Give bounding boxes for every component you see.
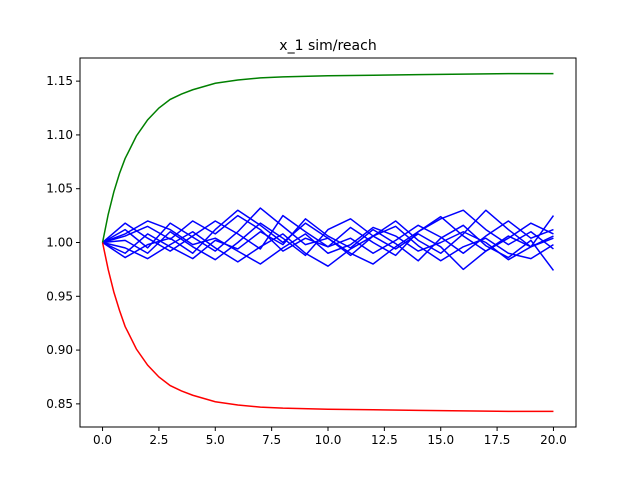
y-tick-label: 1.00 (46, 236, 73, 250)
x-tick-label: 5.0 (206, 433, 225, 447)
plot-frame (79, 57, 577, 428)
y-tick-label: 1.05 (46, 182, 73, 196)
y-tick-label: 0.85 (46, 397, 73, 411)
upper-bound-line (101, 72, 554, 243)
y-tick-label: 0.90 (46, 343, 73, 357)
x-tick-label: 12.5 (371, 433, 398, 447)
x-tick-label: 17.5 (484, 433, 511, 447)
x-tick-label: 20.0 (540, 433, 567, 447)
plot-area (101, 72, 555, 413)
chart-title: x_1 sim/reach (279, 38, 376, 54)
x-tick-label: 7.5 (262, 433, 281, 447)
y-axis: 0.85 0.90 0.95 1.00 1.05 1.10 1.15 (46, 74, 80, 411)
simulation-line-7 (102, 209, 554, 265)
y-tick-label: 1.10 (46, 128, 73, 142)
simulation-line-8 (102, 220, 554, 265)
y-tick-label: 0.95 (46, 289, 73, 303)
lower-bound-line (101, 242, 554, 413)
simulation-line-5 (102, 214, 554, 255)
y-tick-label: 1.15 (46, 74, 73, 88)
x-tick-label: 10.0 (315, 433, 342, 447)
simulation-line-6 (102, 218, 554, 271)
x-tick-label: 2.5 (149, 433, 168, 447)
x-tick-label: 15.0 (427, 433, 454, 447)
x-tick-label: 0.0 (93, 433, 112, 447)
x-axis: 0.0 2.5 5.0 7.5 10.0 12.5 15.0 17.5 20.0 (93, 427, 567, 447)
